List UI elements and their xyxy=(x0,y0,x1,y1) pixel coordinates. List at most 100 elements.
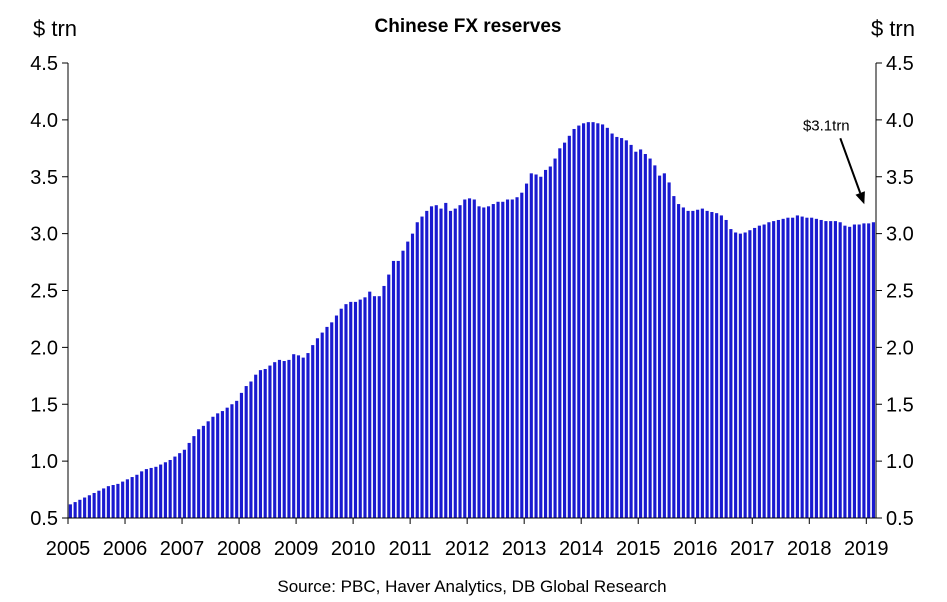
bar xyxy=(705,210,709,519)
bar xyxy=(686,210,690,519)
x-tick-label: 2015 xyxy=(616,538,661,560)
bar xyxy=(168,459,172,518)
bar xyxy=(429,206,434,518)
bar xyxy=(743,232,747,519)
bar xyxy=(563,142,567,519)
bar xyxy=(710,212,714,518)
bar xyxy=(315,338,320,518)
bar xyxy=(339,308,343,518)
bar xyxy=(425,210,429,519)
bar xyxy=(68,504,72,518)
bar xyxy=(615,136,619,518)
y-tick-label-right: 4.5 xyxy=(886,53,914,75)
bar xyxy=(334,315,339,518)
y-tick-label-left: 0.5 xyxy=(30,508,58,530)
bar xyxy=(629,144,633,518)
bar xyxy=(216,413,220,518)
axes xyxy=(62,62,882,524)
annotation-label: $3.1trn xyxy=(803,117,850,134)
x-tick-label: 2007 xyxy=(160,538,205,560)
bar xyxy=(178,453,182,518)
bar xyxy=(496,201,500,518)
y-tick-label-right: 1.5 xyxy=(886,394,914,416)
y-tick-label-left: 3.5 xyxy=(30,167,58,189)
x-tick-label: 2019 xyxy=(844,538,889,560)
bar xyxy=(833,221,837,519)
bar xyxy=(643,154,647,518)
bar xyxy=(406,241,410,518)
bar xyxy=(700,208,704,518)
x-tick-label: 2016 xyxy=(673,538,718,560)
bar xyxy=(125,479,129,518)
bar xyxy=(197,429,201,518)
bar xyxy=(377,296,381,518)
bar xyxy=(681,207,685,518)
bar xyxy=(639,149,643,518)
y-tick-label-left: 2.5 xyxy=(30,281,58,303)
bar xyxy=(553,158,557,519)
bar xyxy=(130,477,134,518)
bar xyxy=(829,221,833,519)
y-tick-label-right: 3.5 xyxy=(886,167,914,189)
x-tick-label: 2012 xyxy=(445,538,490,560)
bar xyxy=(501,201,505,518)
bar xyxy=(102,488,106,518)
bar xyxy=(567,135,571,519)
bar xyxy=(296,355,301,518)
bar xyxy=(463,199,467,518)
bar xyxy=(363,297,367,518)
x-tick-label: 2017 xyxy=(730,538,775,560)
bar xyxy=(159,464,163,518)
bar xyxy=(591,122,595,519)
bar xyxy=(396,260,400,518)
bar xyxy=(268,365,272,518)
bar xyxy=(586,122,590,519)
bar xyxy=(78,499,82,518)
y-tick-label-right: 4.0 xyxy=(886,110,914,132)
bar xyxy=(311,345,315,518)
y-tick-label-left: 2.0 xyxy=(30,337,58,359)
source-note: Source: PBC, Haver Analytics, DB Global … xyxy=(277,577,666,596)
bar xyxy=(781,218,785,518)
y-tick-label-right: 2.0 xyxy=(886,337,914,359)
bar xyxy=(648,158,652,519)
bar xyxy=(577,125,581,518)
bar xyxy=(662,173,666,518)
bar xyxy=(871,222,876,518)
bar xyxy=(805,217,809,518)
bar xyxy=(230,404,234,518)
bar xyxy=(524,183,529,518)
y-tick-label-left: 4.0 xyxy=(30,110,58,132)
bar xyxy=(477,206,481,518)
bar xyxy=(472,199,476,518)
bar xyxy=(520,192,524,518)
bar xyxy=(254,374,258,518)
bar xyxy=(515,197,519,519)
bar xyxy=(320,332,324,518)
bar xyxy=(173,456,177,518)
bar xyxy=(486,206,491,518)
bar xyxy=(448,210,453,519)
bar xyxy=(116,483,120,519)
annotation-arrow xyxy=(839,137,862,194)
x-tick-label: 2013 xyxy=(502,538,547,560)
bar xyxy=(696,209,700,519)
bar xyxy=(149,467,153,518)
bar xyxy=(258,370,263,519)
bar xyxy=(415,222,419,518)
bar xyxy=(154,466,158,518)
bar xyxy=(505,199,510,518)
bar xyxy=(734,232,738,519)
bar xyxy=(97,490,101,518)
bar xyxy=(819,219,823,518)
bar xyxy=(762,224,766,518)
left-axis-unit-label: $ trn xyxy=(33,16,77,41)
bar xyxy=(287,359,291,518)
bar xyxy=(810,217,814,518)
bar xyxy=(163,462,167,518)
bar xyxy=(83,497,87,518)
bar xyxy=(852,224,856,518)
bar xyxy=(724,219,728,518)
y-tick-label-left: 1.0 xyxy=(30,451,58,473)
